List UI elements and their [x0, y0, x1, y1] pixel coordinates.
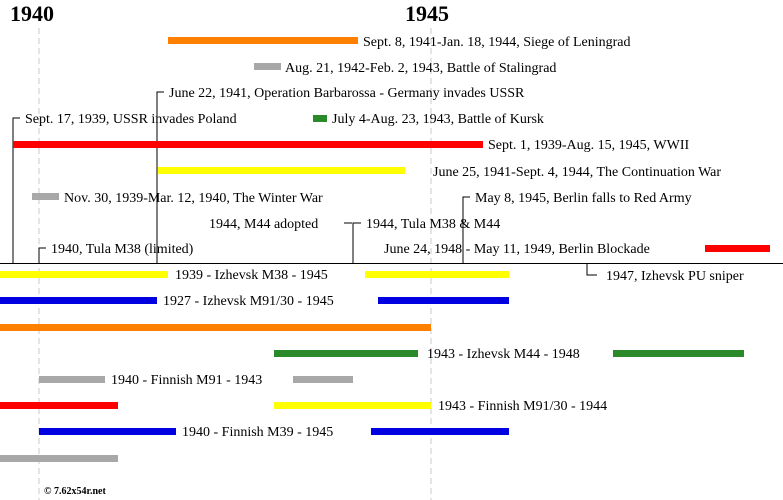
continuation-war-bar — [158, 167, 405, 174]
finnish-m91-bar-a — [39, 376, 105, 383]
m44-adopted-label: 1944, M44 adopted — [209, 217, 318, 232]
kursk-bar — [313, 115, 327, 122]
berlin-falls-marker — [462, 196, 470, 263]
gray-production-bar — [0, 455, 118, 462]
izhevsk-m44-bar-b — [613, 350, 744, 357]
wwii-label: Sept. 1, 1939-Aug. 15, 1945, WWII — [488, 138, 689, 153]
wwii-bar — [13, 141, 483, 148]
stalingrad-label: Aug. 21, 1942-Feb. 2, 1943, Battle of St… — [285, 61, 556, 76]
continuation-war-label: June 25, 1941-Sept. 4, 1944, The Continu… — [433, 165, 721, 180]
izhevsk-m38-label: 1939 - Izhevsk M38 - 1945 — [175, 268, 328, 283]
izhevsk-m9130-label: 1927 - Izhevsk M91/30 - 1945 — [163, 294, 334, 309]
year-1945-label: 1945 — [405, 1, 449, 26]
finnish-m91-bar-b — [293, 376, 353, 383]
orange-production-bar — [0, 324, 431, 331]
stalingrad-bar — [254, 63, 281, 70]
tula-m38-limited-marker — [38, 247, 46, 263]
izhevsk-m38-bar-b — [365, 271, 509, 278]
barbarossa-marker — [156, 91, 164, 263]
winter-war-label: Nov. 30, 1939-Mar. 12, 1940, The Winter … — [64, 191, 323, 206]
berlin-blockade-bar — [705, 245, 770, 252]
red-production-bar — [0, 402, 118, 409]
finnish-m91-label: 1940 - Finnish M91 - 1943 — [111, 373, 262, 388]
finnish-m9130-label: 1943 - Finnish M91/30 - 1944 — [438, 399, 607, 414]
copyright-text: © 7.62x54r.net — [44, 486, 106, 497]
winter-war-bar — [32, 193, 59, 200]
izhevsk-pu-label: 1947, Izhevsk PU sniper — [606, 269, 744, 284]
izhevsk-m9130-bar-b — [378, 297, 509, 304]
barbarossa-label: June 22, 1941, Operation Barbarossa - Ge… — [169, 86, 525, 101]
finnish-m39-label: 1940 - Finnish M39 - 1945 — [182, 425, 333, 440]
izhevsk-m44-bar-a — [274, 350, 418, 357]
poland-label: Sept. 17, 1939, USSR invades Poland — [25, 112, 237, 127]
izhevsk-m38-bar-a — [0, 271, 168, 278]
poland-marker — [12, 117, 20, 263]
finnish-m9130-bar — [274, 402, 431, 409]
izhevsk-m9130-bar-a — [0, 297, 157, 304]
finnish-m39-bar-a — [39, 428, 176, 435]
kursk-label: July 4-Aug. 23, 1943, Battle of Kursk — [332, 112, 544, 127]
izhevsk-m44-label: 1943 - Izhevsk M44 - 1948 — [427, 347, 580, 362]
tula-m38-m44-label: 1944, Tula M38 & M44 — [366, 217, 500, 232]
finnish-m39-bar-b — [371, 428, 509, 435]
year-1940-label: 1940 — [10, 1, 54, 26]
leningrad-label: Sept. 8, 1941-Jan. 18, 1944, Siege of Le… — [363, 35, 631, 50]
tula-m38-m44-marker — [352, 222, 361, 263]
berlin-blockade-label: June 24, 1948 - May 11, 1949, Berlin Blo… — [384, 242, 650, 257]
izhevsk-pu-marker — [586, 264, 597, 276]
berlin-falls-label: May 8, 1945, Berlin falls to Red Army — [475, 191, 692, 206]
leningrad-bar — [168, 37, 358, 44]
tula-m38-limited-label: 1940, Tula M38 (limited) — [51, 242, 194, 257]
